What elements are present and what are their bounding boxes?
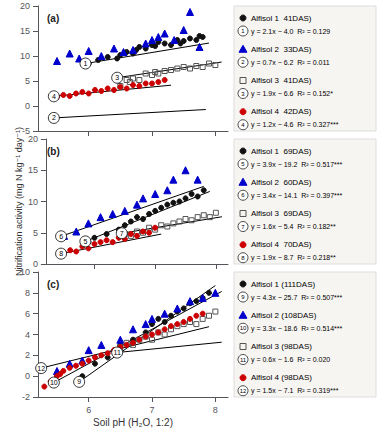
svg-text:15: 15	[28, 165, 38, 175]
svg-text:10: 10	[28, 197, 38, 207]
svg-text:y = 1.9x − 8.7 R² = 0.218**: y = 1.9x − 8.7 R² = 0.218**	[251, 254, 336, 262]
svg-text:11: 11	[240, 357, 247, 363]
svg-text:Alfisol 3 69DAS): Alfisol 3 69DAS)	[251, 209, 312, 218]
svg-text:y = 2.1x − 4.0 R² = 0.129: y = 2.1x − 4.0 R² = 0.129	[251, 28, 330, 36]
svg-text:20: 20	[28, 134, 38, 144]
svg-text:8: 8	[241, 255, 245, 261]
svg-text:1: 1	[241, 28, 245, 34]
svg-text:Alfisol 1 69DAS): Alfisol 1 69DAS)	[251, 147, 312, 156]
svg-text:y = 3.9x − 19.2 R² = 0.517***: y = 3.9x − 19.2 R² = 0.517***	[251, 161, 343, 169]
svg-text:8: 8	[59, 250, 63, 257]
svg-text:20: 20	[20, 1, 30, 11]
svg-text:Alfisol 2 (108DAS): Alfisol 2 (108DAS)	[251, 311, 317, 320]
svg-text:y = 3.4x − 14.1 R² = 0.397***: y = 3.4x − 14.1 R² = 0.397***	[251, 192, 343, 200]
svg-text:Alfisol 1 41DAS): Alfisol 1 41DAS)	[251, 14, 312, 23]
svg-text:4: 4	[241, 122, 245, 128]
svg-text:6: 6	[86, 405, 91, 415]
svg-text:0: 0	[33, 259, 38, 269]
svg-text:5: 5	[33, 228, 38, 238]
svg-text:y = 0.6x − 1.6 R² = 0.020: y = 0.6x − 1.6 R² = 0.020	[251, 356, 330, 364]
svg-text:9: 9	[241, 294, 245, 300]
svg-text:Alfisol 2 33DAS): Alfisol 2 33DAS)	[251, 45, 312, 54]
svg-text:y = 1.6x − 5.4 R² = 0.182**: y = 1.6x − 5.4 R² = 0.182**	[251, 223, 336, 231]
svg-text:(a): (a)	[47, 13, 59, 24]
svg-text:7: 7	[120, 230, 124, 237]
svg-text:Nitrification activity (mg N k: Nitrification activity (mg N kg⁻¹ day⁻¹)	[14, 127, 24, 276]
svg-text:Alfisol 4 42DAS): Alfisol 4 42DAS)	[251, 107, 312, 116]
svg-text:5: 5	[83, 238, 87, 245]
svg-text:(b): (b)	[47, 146, 60, 157]
svg-text:10: 10	[50, 379, 58, 386]
svg-text:0: 0	[25, 101, 30, 111]
svg-text:10: 10	[240, 325, 247, 331]
svg-text:12: 12	[240, 388, 247, 394]
svg-text:10: 10	[20, 267, 30, 277]
svg-text:6: 6	[25, 309, 30, 319]
svg-text:-2: -2	[22, 392, 30, 402]
svg-text:6: 6	[59, 233, 63, 240]
svg-text:3: 3	[115, 74, 119, 81]
svg-text:Alfisol 4 70DAS): Alfisol 4 70DAS)	[251, 240, 312, 249]
svg-text:10: 10	[20, 51, 30, 61]
svg-text:7: 7	[149, 405, 154, 415]
svg-text:y = 1.5x − 7.1 R² = 0.319***: y = 1.5x − 7.1 R² = 0.319***	[251, 387, 339, 395]
svg-text:y = 0.7x − 6.2 R² = 0.011: y = 0.7x − 6.2 R² = 0.011	[251, 59, 330, 67]
svg-text:5: 5	[25, 76, 30, 86]
svg-text:3: 3	[241, 91, 245, 97]
svg-text:6: 6	[241, 192, 245, 198]
svg-text:Alfisol 2 60DAS): Alfisol 2 60DAS)	[251, 178, 312, 187]
svg-text:1: 1	[84, 60, 88, 67]
svg-text:Soil pH (H₂O, 1:2): Soil pH (H₂O, 1:2)	[93, 417, 173, 428]
svg-text:Alfisol 3 (98DAS): Alfisol 3 (98DAS)	[251, 342, 312, 351]
svg-text:15: 15	[20, 26, 30, 36]
svg-text:y = 1.9x − 6.6 R² = 0.152*: y = 1.9x − 6.6 R² = 0.152*	[251, 90, 333, 98]
svg-text:9: 9	[77, 378, 81, 385]
svg-text:0: 0	[25, 371, 30, 381]
svg-text:2: 2	[52, 114, 56, 121]
svg-text:-5: -5	[22, 126, 30, 136]
svg-text:2: 2	[241, 59, 245, 65]
svg-text:12: 12	[37, 365, 45, 372]
svg-text:8: 8	[25, 288, 30, 298]
svg-text:4: 4	[25, 330, 30, 340]
svg-text:Alfisol 3 41DAS): Alfisol 3 41DAS)	[251, 76, 312, 85]
svg-text:5: 5	[241, 161, 245, 167]
svg-text:y = 3.3x − 18.6 R² = 0.514***: y = 3.3x − 18.6 R² = 0.514***	[251, 325, 343, 333]
svg-text:Alfisol 4 (98DAS): Alfisol 4 (98DAS)	[251, 373, 312, 382]
svg-text:y = 1.2x − 4.6 R² = 0.327***: y = 1.2x − 4.6 R² = 0.327***	[251, 121, 339, 129]
svg-text:2: 2	[25, 350, 30, 360]
svg-text:8: 8	[213, 405, 218, 415]
svg-text:4: 4	[52, 93, 56, 100]
svg-text:11: 11	[114, 349, 121, 356]
svg-text:y = 4.3x − 25.7 R² = 0.507***: y = 4.3x − 25.7 R² = 0.507***	[251, 294, 343, 302]
svg-text:Alfisol 1 (111DAS): Alfisol 1 (111DAS)	[251, 280, 316, 289]
svg-text:(c): (c)	[47, 279, 59, 290]
svg-text:7: 7	[241, 224, 245, 230]
